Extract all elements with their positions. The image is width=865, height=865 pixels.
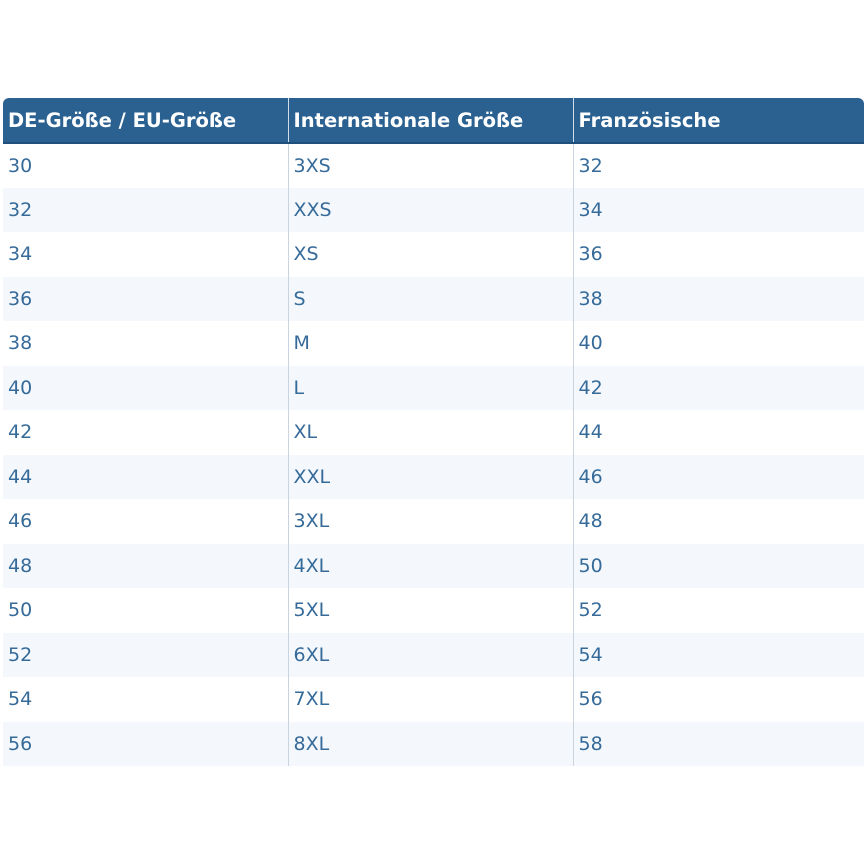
table-row: 44 XXL 46 bbox=[3, 454, 864, 499]
cell-french-size: 34 bbox=[572, 187, 864, 232]
table-row: 54 7XL 56 bbox=[3, 677, 864, 722]
cell-international-size: M bbox=[287, 321, 573, 366]
cell-de-eu-size: 34 bbox=[8, 243, 33, 266]
cell-french-size: 38 bbox=[572, 276, 864, 321]
table-row: 50 5XL 52 bbox=[3, 588, 864, 633]
table-row: 34 XS 36 bbox=[3, 232, 864, 277]
cell-french-size: 32 bbox=[572, 143, 864, 188]
cell-international-size: 8XL bbox=[287, 721, 573, 766]
cell-international-size: S bbox=[287, 276, 573, 321]
cell-french-size: 54 bbox=[572, 632, 864, 677]
cell-de-eu-size: 52 bbox=[3, 632, 288, 677]
cell-de-eu-size: 42 bbox=[8, 421, 33, 444]
table-body: 30 3XS 32 32 XXS 34 34 XS 36 36 S 38 38 M 40 40 L 42 42 XL 4… bbox=[3, 143, 864, 766]
cell-international-size: 5XL bbox=[287, 588, 573, 633]
table-row: 52 6XL 54 bbox=[3, 632, 864, 677]
header-de-eu-size: DE-Größe / EU-Größe bbox=[3, 98, 288, 144]
table-row: 30 3XS 32 bbox=[3, 143, 864, 188]
cell-de-eu-size: 32 bbox=[3, 187, 288, 232]
header-french-size: Französische bbox=[572, 98, 864, 144]
cell-international-size: 3XL bbox=[287, 499, 573, 544]
cell-french-size: 58 bbox=[572, 721, 864, 766]
table-row: 46 3XL 48 bbox=[3, 499, 864, 544]
cell-international-size: XXS bbox=[287, 187, 573, 232]
cell-french-size: 40 bbox=[572, 321, 864, 366]
table-row: 32 XXS 34 bbox=[3, 187, 864, 232]
cell-french-size: 56 bbox=[572, 677, 864, 722]
cell-french-size: 36 bbox=[572, 232, 864, 277]
cell-international-size: L bbox=[287, 365, 573, 410]
cell-de-eu-size: 50 bbox=[8, 599, 33, 622]
cell-international-size: 3XS bbox=[287, 143, 573, 188]
cell-de-eu-size: 40 bbox=[3, 365, 288, 410]
cell-french-size: 52 bbox=[572, 588, 864, 633]
size-conversion-table: DE-Größe / EU-Größe Internationale Größe… bbox=[3, 98, 864, 766]
cell-international-size: 7XL bbox=[287, 677, 573, 722]
header-row: DE-Größe / EU-Größe Internationale Größe… bbox=[3, 98, 864, 144]
table-row: 36 S 38 bbox=[3, 276, 864, 321]
cell-french-size: 50 bbox=[572, 543, 864, 588]
table-row: 38 M 40 bbox=[3, 321, 864, 366]
cell-french-size: 42 bbox=[572, 365, 864, 410]
cell-international-size: 6XL bbox=[287, 632, 573, 677]
cell-de-eu-size: 36 bbox=[3, 276, 288, 321]
cell-de-eu-size: 30 bbox=[8, 154, 33, 177]
table-row: 42 XL 44 bbox=[3, 410, 864, 455]
cell-de-eu-size: 56 bbox=[3, 721, 288, 766]
cell-international-size: 4XL bbox=[287, 543, 573, 588]
table-header: DE-Größe / EU-Größe Internationale Größe… bbox=[3, 98, 864, 144]
cell-international-size: XXL bbox=[287, 454, 573, 499]
cell-international-size: XL bbox=[287, 410, 573, 455]
cell-french-size: 44 bbox=[572, 410, 864, 455]
header-international-size: Internationale Größe bbox=[287, 98, 573, 144]
cell-french-size: 48 bbox=[572, 499, 864, 544]
cell-de-eu-size: 38 bbox=[8, 332, 33, 355]
table-row: 56 8XL 58 bbox=[3, 721, 864, 766]
cell-french-size: 46 bbox=[572, 454, 864, 499]
cell-de-eu-size: 44 bbox=[3, 454, 288, 499]
table-row: 40 L 42 bbox=[3, 365, 864, 410]
cell-de-eu-size: 54 bbox=[8, 688, 33, 711]
cell-de-eu-size: 46 bbox=[8, 510, 33, 533]
cell-international-size: XS bbox=[287, 232, 573, 277]
cell-de-eu-size: 48 bbox=[3, 543, 288, 588]
table-row: 48 4XL 50 bbox=[3, 543, 864, 588]
